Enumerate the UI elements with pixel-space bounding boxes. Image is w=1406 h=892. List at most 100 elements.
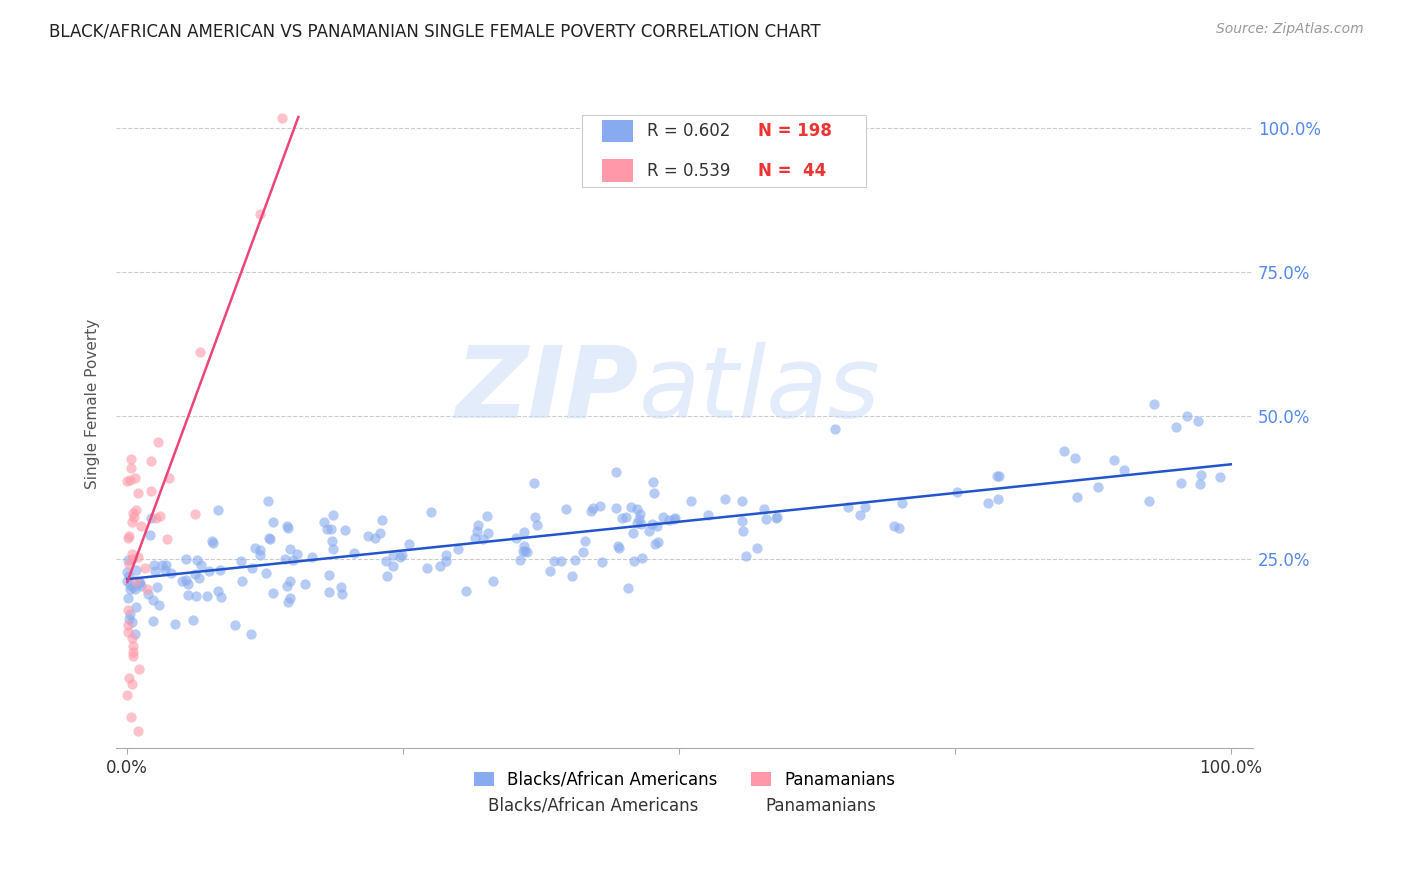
Point (1064, 451, 1087, 466)
Point (121, 676, 143, 690)
Point (1066, 490, 1088, 504)
Point (136, 582, 159, 596)
Point (280, 574, 302, 589)
Point (117, 612, 139, 626)
Point (240, 561, 263, 575)
Point (174, 573, 197, 587)
Point (538, 564, 561, 578)
Point (986, 469, 1008, 483)
Point (1170, 476, 1192, 491)
Point (125, 574, 148, 588)
Point (420, 506, 443, 520)
Point (155, 558, 177, 572)
Point (129, 579, 152, 593)
Point (256, 494, 278, 508)
Point (628, 507, 651, 521)
Point (207, 584, 229, 599)
Point (644, 537, 666, 551)
Point (209, 591, 232, 605)
Point (482, 574, 505, 588)
Point (254, 566, 277, 580)
Point (117, 618, 139, 632)
Point (207, 503, 229, 517)
Point (1208, 469, 1230, 483)
Point (607, 541, 630, 556)
Point (127, 724, 149, 739)
Point (572, 545, 595, 559)
Point (117, 553, 139, 567)
Point (731, 524, 754, 539)
Point (375, 568, 398, 582)
Point (512, 524, 534, 539)
Point (184, 590, 207, 604)
Point (316, 522, 339, 536)
Text: N =  44: N = 44 (758, 161, 827, 179)
Point (186, 553, 208, 567)
Point (662, 512, 685, 526)
Point (647, 534, 669, 549)
Point (124, 471, 146, 485)
Text: N = 198: N = 198 (758, 122, 832, 140)
Bar (602, 120, 634, 142)
Point (122, 506, 145, 520)
Point (127, 550, 149, 565)
Point (1137, 493, 1160, 508)
Point (464, 531, 486, 545)
Point (177, 588, 200, 602)
Point (120, 710, 142, 724)
Point (276, 595, 298, 609)
Point (477, 525, 499, 540)
Point (274, 552, 297, 566)
Point (125, 599, 148, 614)
Point (1102, 453, 1125, 467)
Point (271, 112, 294, 126)
Point (153, 564, 176, 578)
Point (321, 534, 343, 549)
Point (301, 549, 323, 564)
Point (589, 500, 612, 514)
Point (121, 632, 143, 646)
Point (883, 518, 905, 533)
Point (1112, 463, 1135, 477)
Point (1188, 477, 1211, 491)
Point (117, 591, 139, 605)
Point (121, 547, 143, 561)
Point (117, 625, 139, 640)
Point (276, 519, 298, 533)
Point (149, 509, 172, 524)
Point (276, 579, 298, 593)
Point (318, 584, 340, 599)
Point (1164, 420, 1187, 434)
Point (121, 639, 143, 653)
Point (139, 511, 162, 525)
Point (605, 465, 627, 479)
Point (356, 529, 378, 543)
Point (188, 344, 211, 359)
Point (574, 533, 596, 548)
Point (118, 558, 141, 572)
Point (121, 551, 143, 566)
Point (294, 577, 316, 591)
Point (582, 500, 605, 515)
Point (277, 521, 299, 535)
Point (564, 553, 586, 567)
Point (607, 539, 630, 553)
Point (416, 561, 439, 575)
Point (117, 566, 139, 580)
Point (117, 574, 139, 589)
Point (121, 516, 143, 530)
Point (391, 548, 413, 562)
Point (465, 524, 488, 538)
Point (731, 514, 754, 528)
Point (249, 207, 271, 221)
Point (209, 563, 232, 577)
Point (165, 617, 187, 632)
Point (201, 533, 224, 548)
Point (224, 618, 246, 632)
Point (472, 533, 495, 547)
Point (183, 567, 205, 582)
Point (641, 475, 664, 490)
Point (454, 584, 477, 599)
Point (333, 523, 356, 537)
Point (318, 568, 340, 582)
